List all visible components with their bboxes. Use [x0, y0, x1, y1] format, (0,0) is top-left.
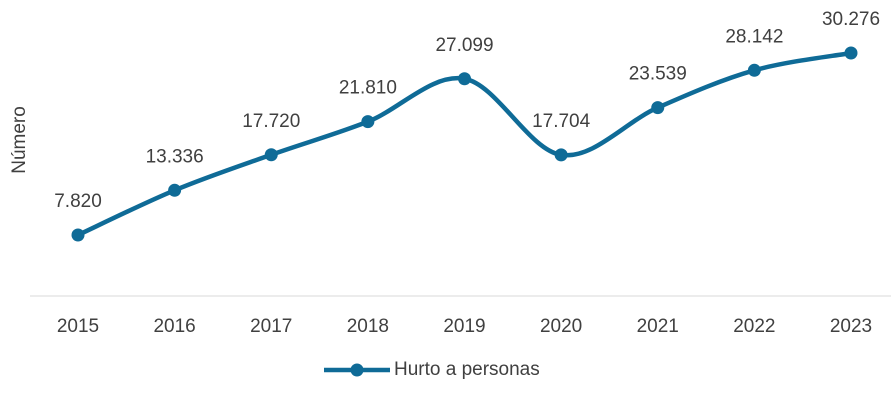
point	[168, 183, 182, 197]
legend-marker	[350, 363, 364, 377]
x-tick-label: 2021	[637, 316, 679, 337]
data-label: 27.099	[435, 35, 493, 56]
point	[458, 72, 471, 86]
x-tick-label: 2018	[347, 316, 389, 337]
point	[71, 228, 85, 242]
data-label: 23.539	[629, 64, 687, 85]
x-tick-label: 2020	[540, 316, 582, 337]
data-label: 28.142	[725, 26, 783, 47]
point	[264, 148, 278, 162]
data-label: 13.336	[146, 146, 204, 167]
x-tick-label: 2022	[733, 316, 775, 337]
x-tick-label: 2023	[830, 316, 872, 337]
data-label: 21.810	[339, 78, 397, 99]
data-label: 17.720	[242, 111, 300, 132]
point	[844, 46, 858, 60]
point	[651, 101, 665, 115]
point	[554, 148, 568, 162]
x-tick-label: 2019	[443, 316, 485, 337]
point	[361, 115, 375, 129]
point	[747, 63, 761, 77]
data-label: 7.820	[54, 191, 102, 212]
data-label: 17.704	[532, 111, 591, 132]
x-tick-label: 2015	[57, 316, 99, 337]
x-tick-label: 2017	[250, 316, 292, 337]
y-axis-label: Número	[9, 106, 30, 174]
x-tick-label: 2016	[153, 316, 195, 337]
data-label: 30.276	[822, 9, 880, 30]
legend-label: Hurto a personas	[394, 359, 540, 380]
